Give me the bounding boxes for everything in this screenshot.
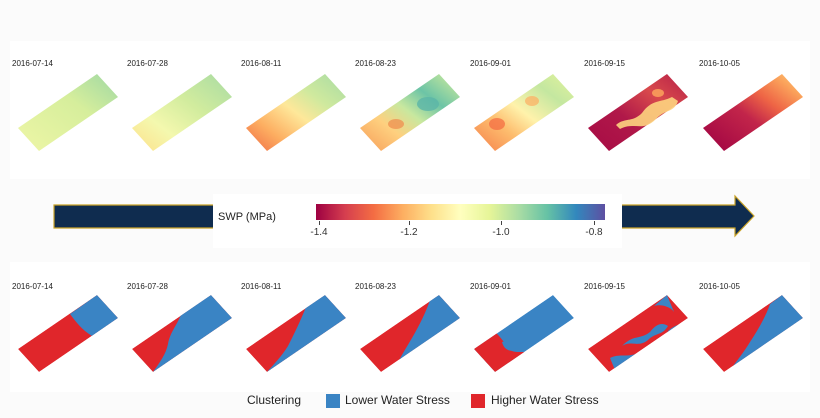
swp-map-7 bbox=[703, 74, 803, 151]
swp-map-2 bbox=[132, 74, 232, 151]
cluster-map-2 bbox=[132, 295, 232, 372]
cluster-legend: Clustering Lower Water Stress Higher Wat… bbox=[0, 392, 820, 412]
date-label-bottom-2: 2016-07-28 bbox=[127, 282, 168, 291]
swp-map-6 bbox=[588, 74, 688, 151]
swp-map-3 bbox=[246, 74, 346, 151]
cluster-maps-panel: 2016-07-14 2016-07-28 2016-08-11 2016-08… bbox=[10, 262, 810, 392]
legend-label-higher: Higher Water Stress bbox=[491, 393, 599, 407]
colorbar-gradient bbox=[316, 204, 605, 220]
date-label-top-6: 2016-09-15 bbox=[584, 59, 625, 68]
date-label-top-4: 2016-08-23 bbox=[355, 59, 396, 68]
colorbar-tick-label-3: -1.0 bbox=[492, 227, 510, 238]
legend-swatch-lower bbox=[326, 394, 340, 408]
date-label-bottom-6: 2016-09-15 bbox=[584, 282, 625, 291]
swp-maps-panel: 2016-07-14 2016-07-28 2016-08-11 2016-08… bbox=[10, 41, 810, 179]
date-label-top-3: 2016-08-11 bbox=[241, 59, 282, 68]
cluster-map-5 bbox=[474, 295, 574, 372]
colorbar-tick-4 bbox=[594, 221, 595, 225]
swp-map-4 bbox=[360, 74, 460, 151]
cluster-map-4 bbox=[360, 295, 460, 372]
date-label-top-1: 2016-07-14 bbox=[12, 59, 53, 68]
date-label-bottom-1: 2016-07-14 bbox=[12, 282, 53, 291]
legend-title: Clustering bbox=[247, 393, 302, 407]
legend-label-lower: Lower Water Stress bbox=[345, 393, 450, 407]
cluster-map-7 bbox=[703, 295, 803, 372]
colorbar-tick-label-1: -1.4 bbox=[310, 227, 328, 238]
date-label-top-7: 2016-10-05 bbox=[699, 59, 740, 68]
colorbar-tick-3 bbox=[501, 221, 502, 225]
swp-map-1 bbox=[18, 74, 118, 151]
colorbar: SWP (MPa) -1.4 -1.2 -1.0 -0.8 bbox=[213, 194, 622, 248]
colorbar-tick-label-2: -1.2 bbox=[400, 227, 418, 238]
date-label-bottom-3: 2016-08-11 bbox=[241, 282, 282, 291]
swp-maps-svg bbox=[18, 74, 803, 151]
swp-map-5 bbox=[474, 74, 574, 151]
colorbar-title: SWP (MPa) bbox=[218, 211, 276, 223]
colorbar-tick-1 bbox=[319, 221, 320, 225]
cluster-map-1 bbox=[18, 295, 118, 372]
legend-swatch-higher bbox=[471, 394, 485, 408]
date-label-bottom-5: 2016-09-01 bbox=[470, 282, 511, 291]
cluster-map-3 bbox=[246, 295, 346, 372]
cluster-maps-svg bbox=[18, 295, 803, 372]
colorbar-tick-label-4: -0.8 bbox=[585, 227, 603, 238]
date-label-bottom-4: 2016-08-23 bbox=[355, 282, 396, 291]
date-label-top-5: 2016-09-01 bbox=[470, 59, 511, 68]
date-label-top-2: 2016-07-28 bbox=[127, 59, 168, 68]
colorbar-tick-2 bbox=[409, 221, 410, 225]
date-label-bottom-7: 2016-10-05 bbox=[699, 282, 740, 291]
cluster-map-6 bbox=[588, 295, 688, 372]
